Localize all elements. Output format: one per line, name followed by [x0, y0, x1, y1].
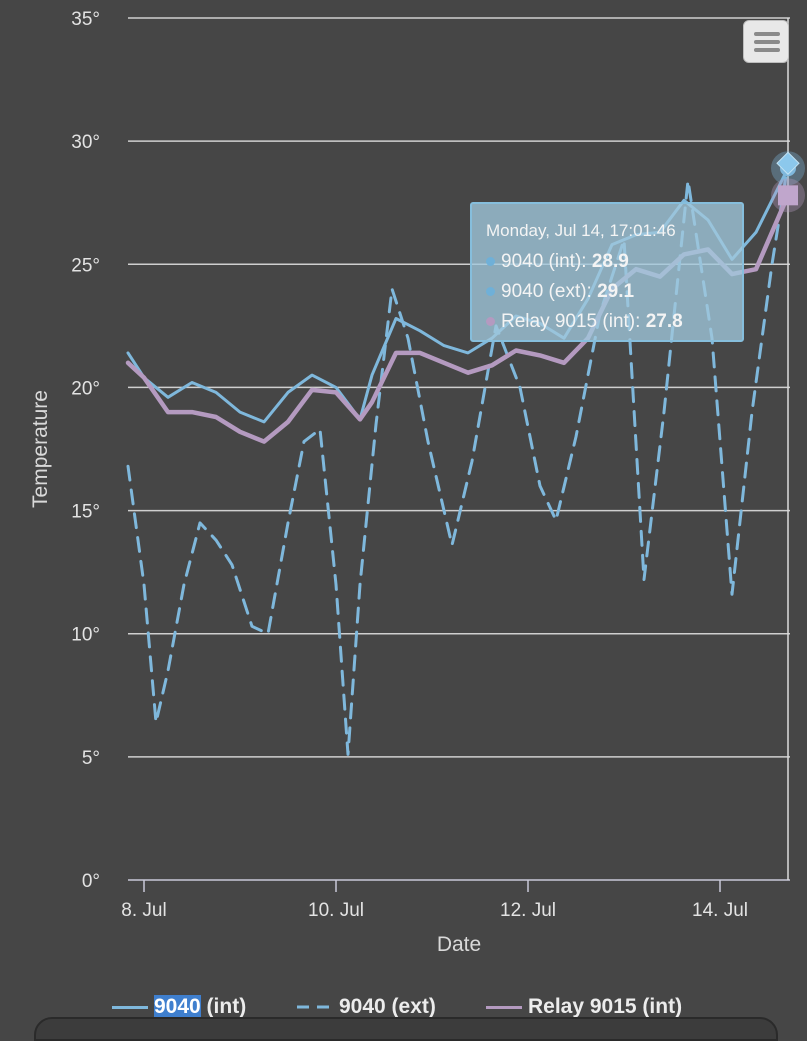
legend-item-9040-ext[interactable]: 9040 (ext): [297, 995, 436, 1019]
bottom-sheet-handle: [34, 1017, 778, 1041]
hamburger-menu-icon-bar: [754, 40, 780, 44]
x-tick-label: 8. Jul: [121, 900, 166, 921]
legend-item-9040-int[interactable]: 9040 (int): [112, 995, 246, 1019]
x-axis-title: Date: [437, 933, 481, 956]
tooltip-value: 28.9: [591, 251, 629, 272]
legend-label: (int): [200, 995, 247, 1018]
chart-context-menu-button[interactable]: [743, 20, 789, 63]
tooltip-row-9040-int: 9040 (int): 28.9: [486, 247, 742, 277]
dashed-line-icon: [297, 1005, 333, 1009]
y-tick-label: 5°: [82, 748, 100, 769]
tooltip-label: Relay 9015 (int):: [501, 311, 646, 332]
tooltip-row-9040-ext: 9040 (ext): 29.1: [486, 277, 742, 307]
y-tick-label: 15°: [71, 502, 100, 523]
hover-markers: [771, 151, 805, 213]
x-tick-label: 12. Jul: [500, 900, 556, 921]
tooltip-value: 29.1: [597, 281, 635, 302]
legend-label-highlight: 9040: [154, 995, 201, 1018]
marker-relay-9015: [778, 185, 798, 206]
series-color-dot: [486, 317, 495, 327]
tooltip-value: 27.8: [645, 311, 683, 332]
y-axis-tick-labels: 0° 5° 10° 15° 20° 25° 30° 35°: [71, 9, 100, 892]
legend-label: 9040 (ext): [339, 995, 436, 1018]
series-color-dot: [486, 257, 495, 267]
series-color-dot: [486, 287, 495, 297]
y-tick-label: 10°: [71, 625, 100, 646]
y-tick-label: 0°: [82, 871, 100, 892]
y-tick-label: 35°: [71, 9, 100, 30]
x-tick-label: 14. Jul: [692, 900, 748, 921]
hamburger-menu-icon: [754, 32, 780, 36]
y-tick-label: 30°: [71, 132, 100, 153]
x-axis: 8. Jul 10. Jul 12. Jul 14. Jul: [121, 18, 790, 921]
legend-label: Relay 9015 (int): [528, 995, 683, 1018]
y-tick-label: 20°: [71, 378, 100, 399]
tooltip-date: Monday, Jul 14, 17:01:46: [486, 221, 676, 240]
chart-legend: 9040 (int) 9040 (ext) Relay 9015 (int): [0, 993, 807, 1024]
marker-9040-ext: [776, 151, 800, 176]
series-line-9040-ext: [126, 161, 790, 756]
x-tick-label: 10. Jul: [308, 900, 364, 921]
tooltip-row-relay-9015: Relay 9015 (int): 27.8: [486, 307, 742, 337]
chart-tooltip: Monday, Jul 14, 17:01:46 9040 (int): 28.…: [470, 202, 744, 342]
y-axis-title: Temperature: [29, 390, 52, 508]
hamburger-menu-icon-bar: [754, 48, 780, 52]
tooltip-label: 9040 (ext):: [501, 281, 598, 302]
y-tick-label: 25°: [71, 255, 100, 276]
tooltip-label: 9040 (int):: [501, 251, 592, 272]
solid-line-icon: [486, 1005, 522, 1009]
chart-gridlines: [128, 17, 790, 758]
temperature-chart: 0° 5° 10° 15° 20° 25° 30° 35° 8. Jul 10. Jul 12. …: [29, 9, 805, 956]
legend-item-relay-9015[interactable]: Relay 9015 (int): [486, 995, 682, 1019]
solid-line-icon: [112, 1005, 148, 1009]
